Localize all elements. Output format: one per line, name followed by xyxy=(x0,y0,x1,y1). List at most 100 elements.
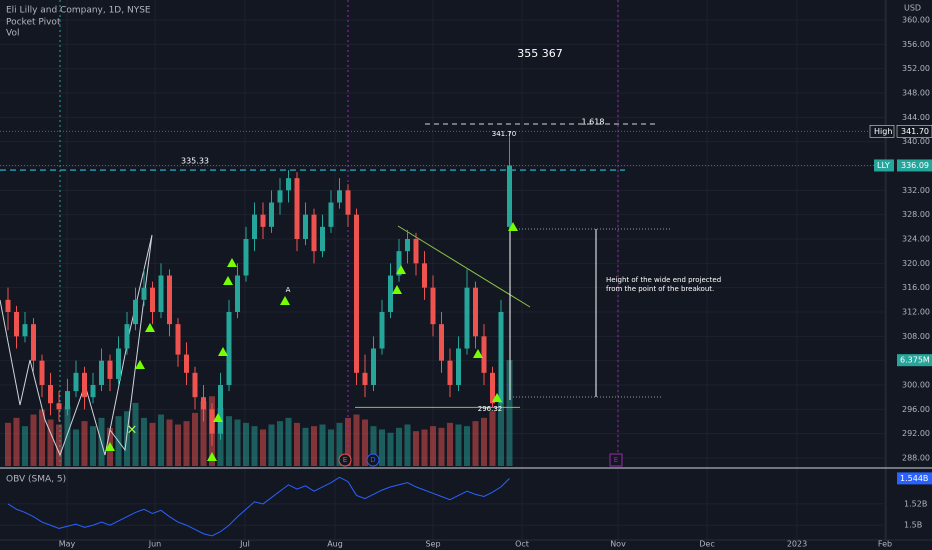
candle-body xyxy=(328,202,334,227)
candle-body xyxy=(269,202,274,227)
x-tick-label: Dec xyxy=(699,540,714,549)
candle-body xyxy=(464,287,470,349)
volume-bar xyxy=(13,417,20,466)
candle-body xyxy=(175,324,181,355)
y-tick-label: 308.00 xyxy=(902,332,930,341)
indicator-label: Pocket Pivot xyxy=(6,18,61,28)
note-text: from the point of the breakout. xyxy=(606,285,714,293)
volume-bar xyxy=(200,401,207,466)
candle-body xyxy=(226,312,232,385)
candle-body xyxy=(31,324,36,361)
candle-body xyxy=(294,178,300,239)
volume-bar xyxy=(243,422,249,466)
volume-bar xyxy=(413,431,419,466)
candle-body xyxy=(22,324,28,337)
volume-bar xyxy=(328,429,334,466)
candle-body xyxy=(413,239,419,264)
x-tick-label: Jun xyxy=(148,540,162,549)
candle-body xyxy=(235,275,240,312)
volume-bar xyxy=(447,422,453,466)
volume-bar xyxy=(387,432,394,466)
volume-bar xyxy=(124,411,130,466)
candle-body xyxy=(192,372,198,398)
candle-body xyxy=(5,299,11,312)
volume-bar xyxy=(226,416,232,466)
volume-bar xyxy=(430,426,436,466)
candle-body xyxy=(107,360,113,379)
candle-body xyxy=(209,409,215,434)
y-tick-label: 324.00 xyxy=(902,235,930,244)
volume-bar xyxy=(81,421,88,466)
volume-bar xyxy=(302,427,309,466)
candle-body xyxy=(456,348,461,385)
x-tick-label: 2023 xyxy=(787,540,807,549)
obv-title: OBV (SMA, 5) xyxy=(6,475,66,485)
volume-bar xyxy=(22,426,28,466)
candle-body xyxy=(167,275,172,325)
candle-body xyxy=(218,385,223,434)
y-tick-label: 344.00 xyxy=(902,113,930,122)
volume-bar xyxy=(132,402,139,466)
high-tag-label: 341.70 xyxy=(901,127,929,136)
volume-bar xyxy=(404,424,411,466)
y-tick-label: 320.00 xyxy=(902,259,930,268)
pocket-pivot xyxy=(207,452,217,461)
volume-bar xyxy=(149,422,156,466)
fib-label: 1.618 xyxy=(582,118,605,127)
candle-body xyxy=(90,385,96,398)
candle-body xyxy=(379,312,385,349)
pocket-pivot xyxy=(213,413,223,422)
x-tick-label: Feb xyxy=(878,540,892,549)
x-tick-label: Oct xyxy=(515,540,529,549)
y-tick-label: 292.00 xyxy=(902,429,930,438)
candle-body xyxy=(303,214,308,239)
pocket-pivot xyxy=(280,296,290,305)
candle-body xyxy=(252,214,257,239)
candle-body xyxy=(405,239,410,252)
candle-body xyxy=(48,385,53,404)
currency: USD xyxy=(904,4,921,13)
x-tick-label: Sep xyxy=(425,540,440,549)
event-label: D xyxy=(370,456,375,464)
pivot-label: A xyxy=(286,286,291,294)
volume-bar xyxy=(30,414,37,466)
y-tick-label: 348.00 xyxy=(902,89,930,98)
x-tick-label: May xyxy=(59,540,76,549)
candle-body xyxy=(337,190,342,203)
volume-bar xyxy=(39,409,45,466)
volume-bar xyxy=(421,429,428,466)
candle-body xyxy=(201,397,206,410)
candle-body xyxy=(371,348,376,385)
candle-body xyxy=(396,251,402,276)
target-label: 355 367 xyxy=(517,47,563,60)
candle-body xyxy=(507,165,512,227)
volume-bar xyxy=(175,424,181,466)
volume-bar xyxy=(73,429,79,466)
candle-body xyxy=(141,287,147,300)
candle-body xyxy=(362,372,368,385)
last-tag-name: LLY xyxy=(877,161,890,170)
y-tick-label: 340.00 xyxy=(902,137,930,146)
obv-tag-label: 1.544B xyxy=(900,474,928,483)
volume-bar xyxy=(294,422,300,466)
candle-body xyxy=(388,275,393,312)
last-tag-name-bg xyxy=(874,159,894,172)
pocket-pivot xyxy=(392,285,402,294)
candle-body xyxy=(311,214,317,252)
obv-tick-label: 1.52B xyxy=(904,499,927,508)
candle-body xyxy=(354,214,359,373)
obv-tag-bg xyxy=(897,472,932,485)
candle-body xyxy=(422,263,427,288)
candle-body xyxy=(286,178,291,191)
obv-tick-label: 1.5B xyxy=(904,521,922,530)
candle-body xyxy=(243,239,249,276)
candle-body xyxy=(150,287,155,312)
y-tick-label: 352.00 xyxy=(902,64,930,73)
volume-bar xyxy=(141,417,147,466)
pocket-pivot xyxy=(492,393,502,402)
volume-bar xyxy=(464,426,470,466)
candle-body xyxy=(260,214,266,227)
candle-body xyxy=(439,324,444,361)
event-label: E xyxy=(343,456,347,464)
